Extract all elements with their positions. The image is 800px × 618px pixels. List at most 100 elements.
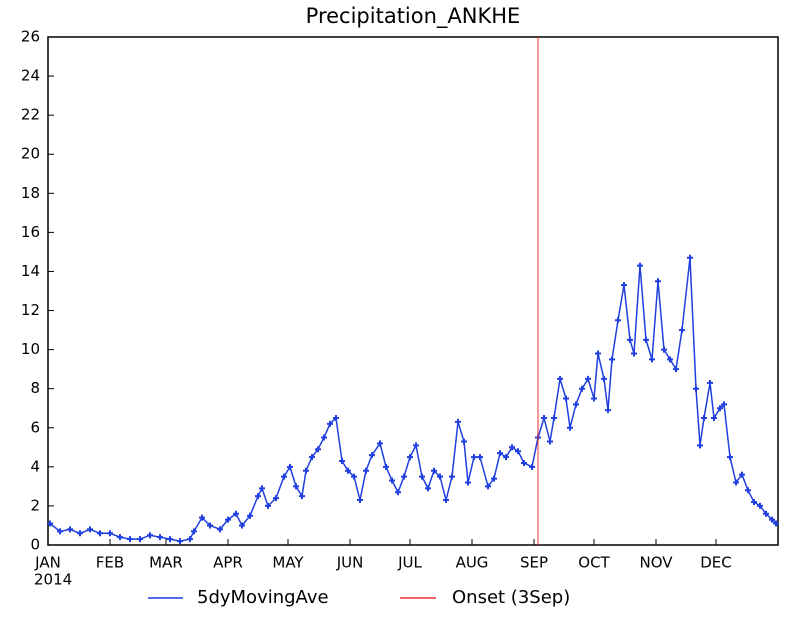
point-marker (449, 473, 455, 480)
plot-frame (47, 36, 779, 546)
y-tick-label: 8 (30, 379, 40, 397)
point-marker (721, 401, 727, 408)
point-marker (293, 483, 299, 490)
point-marker (643, 336, 649, 343)
point-marker (187, 536, 193, 543)
point-marker (609, 356, 615, 363)
y-tick-label: 26 (21, 28, 40, 46)
point-marker (515, 448, 521, 455)
point-marker (255, 493, 261, 500)
point-marker (303, 467, 309, 474)
y-tick-label: 2 (30, 496, 40, 514)
year-label: 2014 (34, 571, 72, 589)
point-marker (299, 493, 305, 500)
x-tick-label: NOV (639, 554, 673, 572)
point-marker (733, 479, 739, 486)
point-marker (363, 467, 369, 474)
point-marker (757, 502, 763, 509)
x-tick-label: OCT (578, 554, 610, 572)
point-marker (667, 356, 673, 363)
point-marker (655, 278, 661, 285)
point-marker (207, 522, 213, 529)
point-marker (621, 282, 627, 289)
point-marker (477, 454, 483, 461)
series-line (49, 257, 777, 542)
y-tick-label: 24 (21, 67, 40, 85)
point-marker (265, 502, 271, 509)
point-marker (773, 520, 779, 527)
y-tick-label: 16 (21, 223, 40, 241)
point-marker (117, 534, 123, 541)
point-marker (247, 512, 253, 519)
point-marker (601, 375, 607, 382)
point-marker (563, 395, 569, 402)
point-marker (591, 395, 597, 402)
point-marker (739, 471, 745, 478)
point-marker (529, 463, 535, 470)
point-marker (167, 536, 173, 543)
point-marker (615, 317, 621, 324)
point-marker (701, 415, 707, 421)
x-tick-label: DEC (700, 554, 732, 572)
point-marker (281, 473, 287, 480)
point-marker (157, 534, 163, 541)
point-marker (605, 407, 611, 414)
point-marker (395, 489, 401, 496)
point-marker (425, 485, 431, 492)
point-marker (485, 483, 491, 490)
x-tick-label: JUN (336, 554, 364, 572)
point-marker (693, 385, 699, 392)
point-marker (333, 415, 339, 421)
point-marker (287, 463, 293, 470)
x-tick-label: APR (213, 554, 243, 572)
chart-title: Precipitation_ANKHE (306, 4, 521, 29)
point-marker (407, 454, 413, 461)
point-marker (389, 477, 395, 484)
point-marker (455, 418, 461, 425)
point-marker (127, 536, 133, 543)
point-marker (697, 442, 703, 449)
point-marker (707, 379, 713, 386)
x-tick-label: JUL (397, 554, 422, 572)
point-marker (199, 514, 205, 521)
point-marker (579, 385, 585, 392)
point-marker (711, 415, 717, 421)
point-marker (465, 479, 471, 486)
point-marker (497, 450, 503, 457)
point-marker (727, 454, 733, 461)
point-marker (137, 536, 143, 543)
point-marker (309, 454, 315, 461)
point-marker (585, 375, 591, 382)
point-marker (541, 415, 547, 421)
point-marker (47, 520, 53, 527)
point-marker (461, 438, 467, 445)
point-marker (547, 438, 553, 445)
point-marker (273, 495, 279, 502)
point-marker (259, 485, 265, 492)
point-marker (191, 528, 197, 535)
point-marker (627, 336, 633, 343)
point-marker (217, 526, 223, 533)
point-marker (67, 526, 73, 533)
point-marker (321, 434, 327, 441)
point-marker (661, 346, 667, 353)
x-tick-label: AUG (456, 554, 489, 572)
point-marker (521, 459, 527, 466)
y-tick-label: 4 (30, 457, 40, 475)
point-marker (437, 473, 443, 480)
point-marker (239, 522, 245, 529)
point-marker (345, 467, 351, 474)
y-tick-label: 20 (21, 145, 40, 163)
point-marker (177, 538, 183, 545)
point-marker (147, 532, 153, 539)
point-marker (377, 440, 383, 447)
y-tick-label: 18 (21, 184, 40, 202)
point-marker (401, 473, 407, 480)
point-marker (97, 530, 103, 537)
y-tick-label: 0 (30, 536, 40, 554)
point-marker (431, 467, 437, 474)
point-marker (595, 350, 601, 357)
point-marker (687, 254, 693, 261)
point-marker (357, 497, 363, 504)
x-tick-label: JAN (34, 554, 61, 572)
